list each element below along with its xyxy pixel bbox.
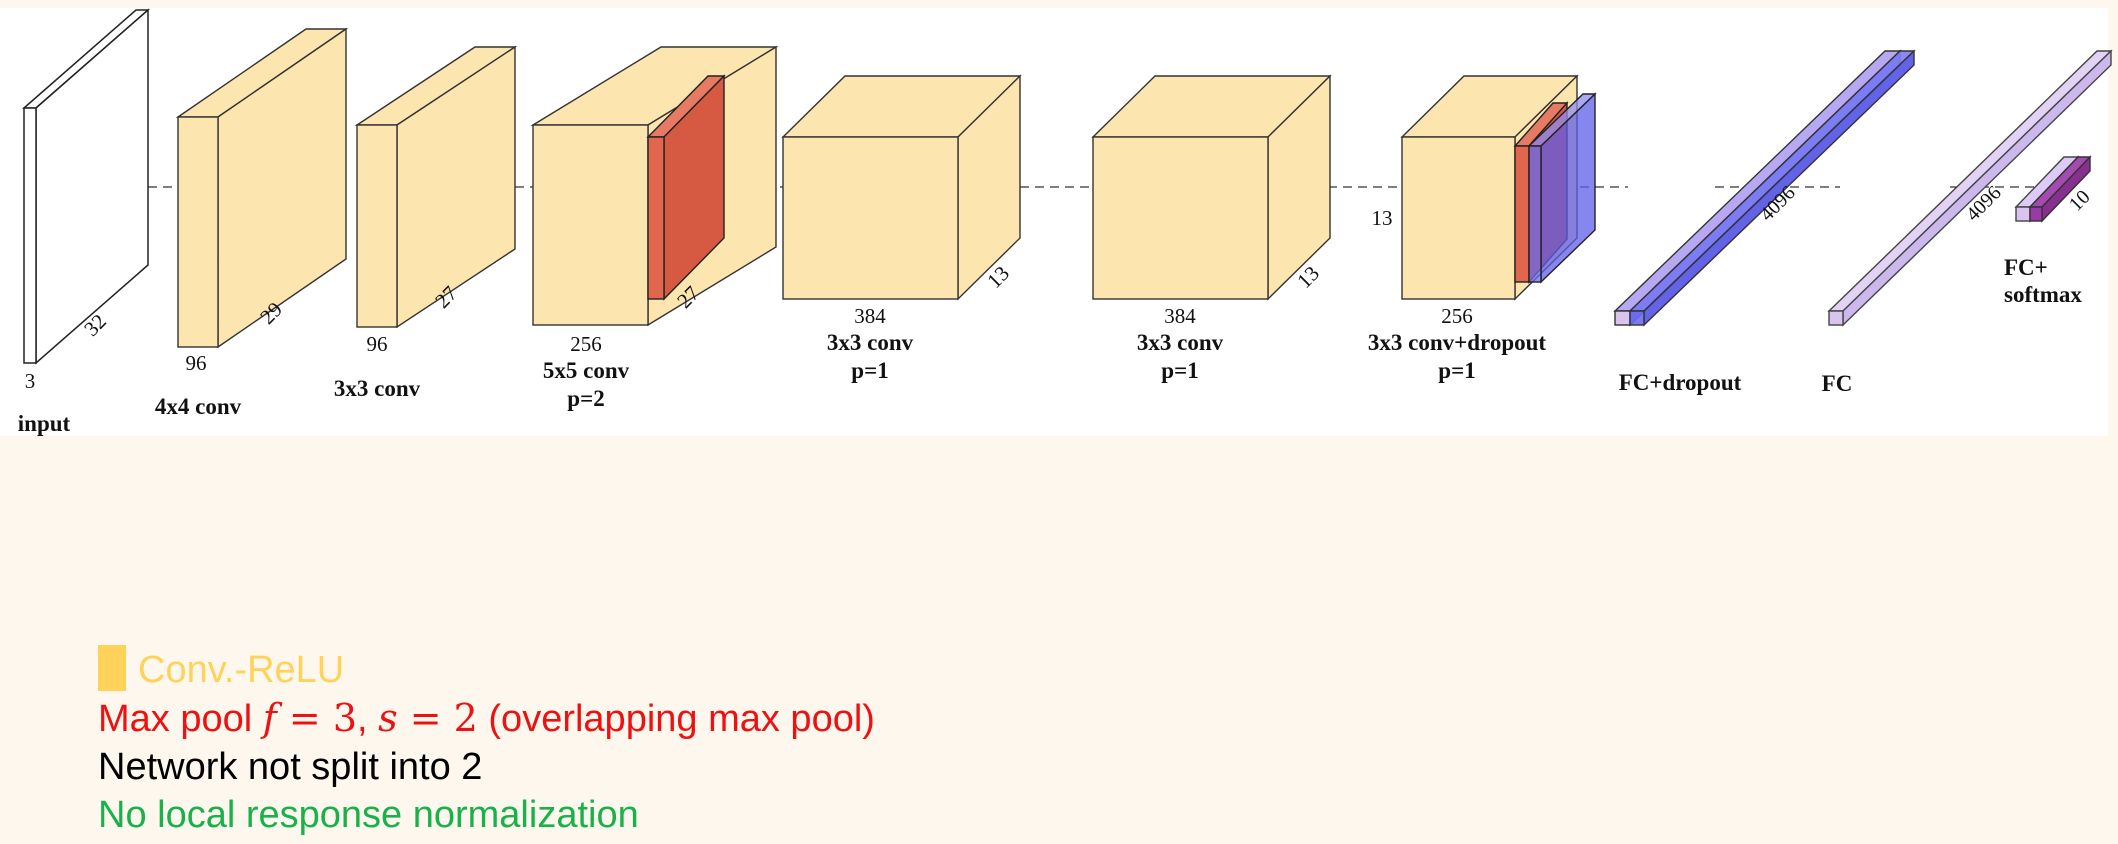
fc1-label: FC+dropout bbox=[1619, 370, 1742, 395]
s-equals: = bbox=[397, 696, 454, 740]
input-label: input bbox=[18, 411, 71, 436]
conv1-label: 4x4 conv bbox=[155, 394, 242, 419]
legend-conv-relu-text: Conv.-ReLU bbox=[138, 649, 345, 691]
conv4-block-front-face bbox=[782, 136, 959, 300]
conv-relu-swatch bbox=[98, 645, 126, 691]
s-value: 2 bbox=[453, 696, 478, 740]
fc3-label: FC+ bbox=[2004, 255, 2048, 280]
conv4-padding-label: p=1 bbox=[851, 358, 888, 383]
conv5-block bbox=[1091, 74, 1332, 301]
conv5-padding-label: p=1 bbox=[1161, 358, 1198, 383]
conv4-dim-depth: 384 bbox=[854, 304, 886, 328]
comma: , bbox=[357, 698, 379, 740]
fc3-block-front-face bbox=[2015, 206, 2031, 222]
input-block bbox=[22, 8, 150, 365]
legend: Conv.-ReLU Max pool f = 3, s = 2 (overla… bbox=[98, 645, 875, 839]
conv5-dim-depth: 384 bbox=[1164, 304, 1196, 328]
fc3-softmax-label: softmax bbox=[2004, 282, 2082, 307]
conv6-dim-size: 13 bbox=[1372, 206, 1393, 230]
input-block-front-face bbox=[23, 107, 37, 364]
conv3-dim-depth: 256 bbox=[570, 332, 602, 356]
fc1-dropout-block bbox=[1628, 49, 1916, 327]
max-pool-suffix: (overlapping max pool) bbox=[477, 698, 875, 740]
conv4-block bbox=[781, 74, 1022, 301]
fc1-block-front-face bbox=[1614, 310, 1631, 326]
conv3-maxpool-block bbox=[646, 74, 726, 301]
conv6-dropout-block bbox=[1527, 92, 1597, 284]
conv3-label: 5x5 conv bbox=[543, 358, 630, 383]
conv6-maxpool-block-front-face bbox=[1514, 145, 1530, 283]
max-pool-prefix: Max pool bbox=[98, 698, 263, 740]
input-dim-depth: 3 bbox=[25, 369, 36, 393]
conv3-maxpool-block-front-face bbox=[647, 136, 665, 300]
legend-not-split: Network not split into 2 bbox=[98, 746, 483, 788]
conv4-label: 3x3 conv bbox=[827, 330, 914, 355]
conv5-block-front-face bbox=[1092, 136, 1269, 300]
conv2-block bbox=[354, 45, 518, 329]
fc2-label: FC bbox=[1822, 371, 1853, 396]
conv1-block bbox=[175, 27, 349, 349]
f-equals: = bbox=[276, 696, 333, 740]
fc3-softmax-block-front-face bbox=[2029, 206, 2043, 222]
fc1-block-top-face bbox=[1613, 50, 1902, 312]
fc1-dropout-block-front-face bbox=[1629, 310, 1645, 326]
conv2-block-front-face bbox=[356, 124, 398, 328]
conv6-dim-depth: 256 bbox=[1441, 304, 1473, 328]
conv1-block-front-face bbox=[177, 116, 219, 348]
conv1-dim-depth: 96 bbox=[186, 351, 207, 375]
f-value: 3 bbox=[332, 696, 358, 740]
conv6-dropout-block-front-face bbox=[1528, 145, 1542, 283]
legend-no-lrn: No local response normalization bbox=[98, 794, 639, 836]
diagram-panel bbox=[0, 8, 2108, 436]
conv2-dim-depth: 96 bbox=[367, 332, 388, 356]
fc2-block bbox=[1827, 49, 2113, 327]
f-symbol: f bbox=[262, 696, 277, 740]
conv6-block-front-face bbox=[1401, 136, 1516, 300]
fc3-softmax-block bbox=[2028, 155, 2092, 223]
conv2-label: 3x3 conv bbox=[334, 376, 421, 401]
conv6-label: 3x3 conv+dropout bbox=[1368, 330, 1547, 355]
legend-conv-relu: Conv.-ReLU bbox=[98, 645, 875, 694]
conv3-block-front-face bbox=[532, 124, 649, 326]
fc2-block-front-face bbox=[1828, 310, 1844, 326]
conv6-padding-label: p=1 bbox=[1438, 358, 1475, 383]
conv3-padding-label: p=2 bbox=[567, 386, 604, 411]
s-symbol: s bbox=[378, 696, 398, 740]
conv5-label: 3x3 conv bbox=[1137, 330, 1224, 355]
legend-max-pool: Max pool f = 3, s = 2 (overlapping max p… bbox=[98, 694, 875, 743]
